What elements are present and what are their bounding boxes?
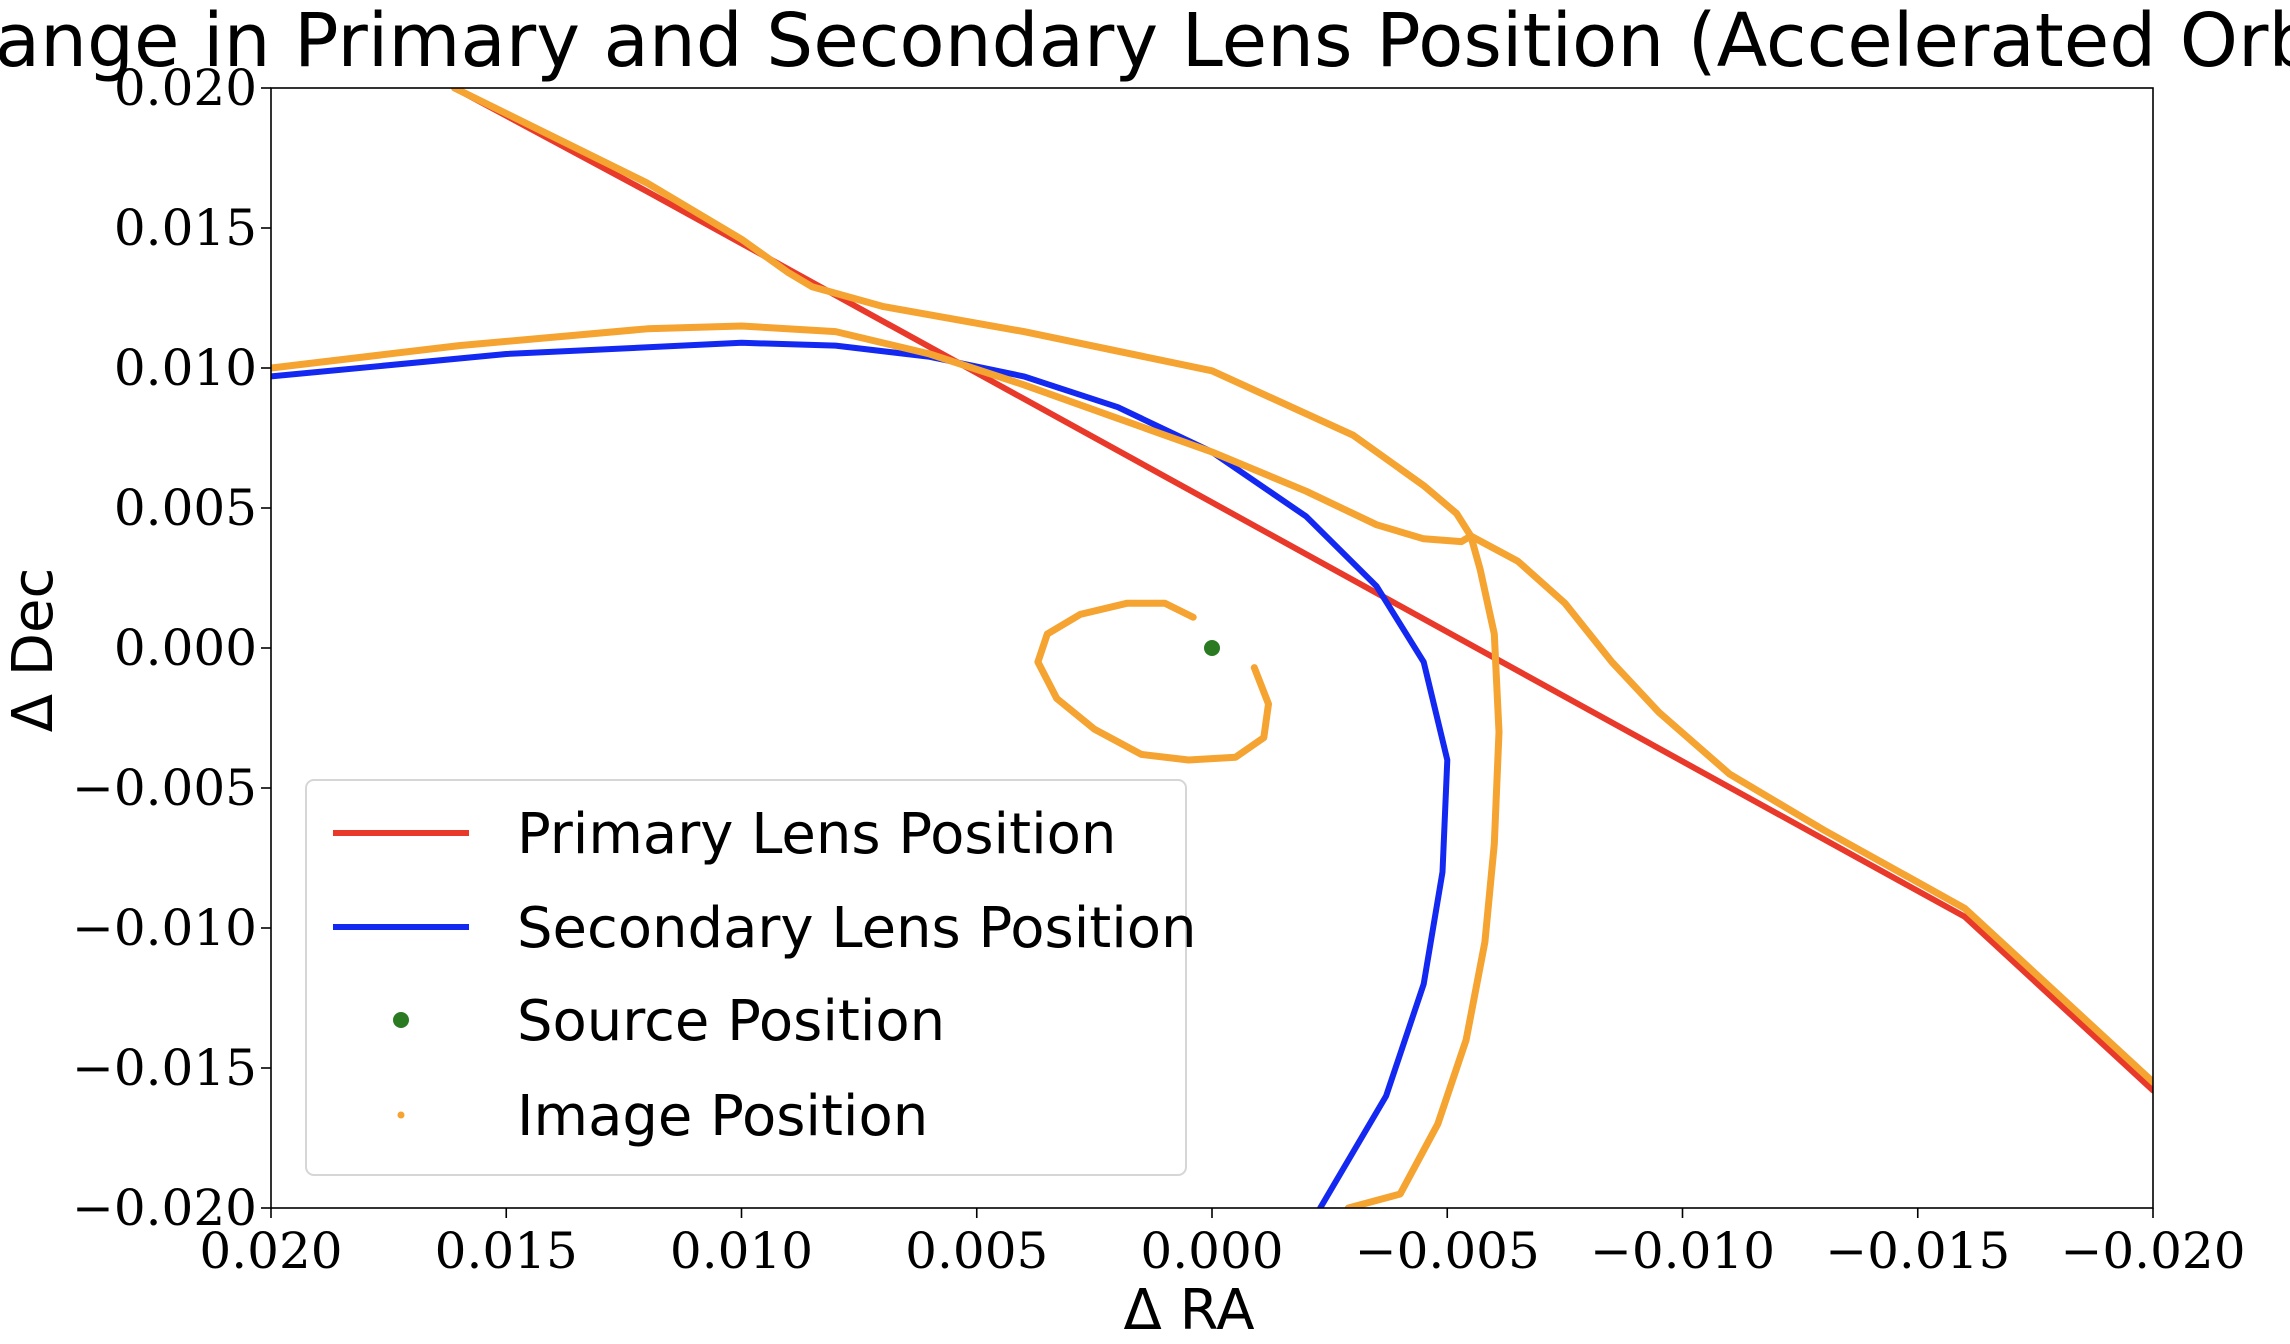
axis-ticks: 0.020 0.015 0.010 0.005 0.000 −0.005 −0.010 −0.…	[72, 59, 2246, 1280]
x-tick-label: 0.015	[435, 1222, 578, 1280]
x-tick-label: −0.010	[1590, 1222, 1775, 1280]
legend-image-position-label: Image Position	[517, 1084, 928, 1149]
legend-source-position-label: Source Position	[517, 989, 945, 1054]
x-tick-label: −0.015	[1825, 1222, 2010, 1280]
legend-primary-lens-position-label: Primary Lens Position	[517, 802, 1116, 867]
y-tick-label: −0.005	[72, 759, 257, 817]
legend-box	[305, 779, 1187, 1176]
plot-area	[270, 87, 2154, 1209]
x-tick-label: −0.020	[2060, 1222, 2245, 1280]
image-position-track-3	[1467, 532, 2153, 1086]
x-tick-label: 0.020	[199, 1222, 342, 1280]
series-layer	[271, 88, 2153, 1208]
y-tick-label: 0.005	[114, 479, 257, 537]
image-position-track-1	[271, 322, 1475, 546]
x-tick-label: 0.010	[670, 1222, 813, 1280]
y-tick-label: 0.010	[114, 339, 257, 397]
chart-title: Change in Primary and Secondary Lens Pos…	[0, 0, 2290, 84]
legend: Primary Lens Position Secondary Lens Posi…	[305, 779, 1197, 1176]
y-tick-label: −0.015	[72, 1039, 257, 1097]
secondary-lens-position-line	[271, 339, 1451, 1208]
y-tick-label: −0.010	[72, 899, 257, 957]
source-position-marker	[1204, 640, 1220, 656]
legend-secondary-lens-position-label: Secondary Lens Position	[517, 896, 1197, 961]
y-tick-label: −0.020	[72, 1179, 257, 1237]
y-tick-label: 0.015	[114, 199, 257, 257]
y-tick-label: 0.000	[114, 619, 257, 677]
image-position-track-4	[1034, 599, 1272, 764]
legend-source-position-swatch	[393, 1012, 409, 1028]
legend-image-position-swatch	[397, 1111, 405, 1119]
x-tick-label: −0.005	[1355, 1222, 1540, 1280]
image-position-track-2	[451, 88, 1503, 1208]
y-axis-label: Δ Dec	[1, 568, 66, 732]
y-tick-label: 0.020	[114, 59, 257, 117]
x-axis-label: Δ RA	[1123, 1278, 1254, 1343]
x-tick-label: 0.000	[1140, 1222, 1283, 1280]
x-tick-label: 0.005	[905, 1222, 1048, 1280]
